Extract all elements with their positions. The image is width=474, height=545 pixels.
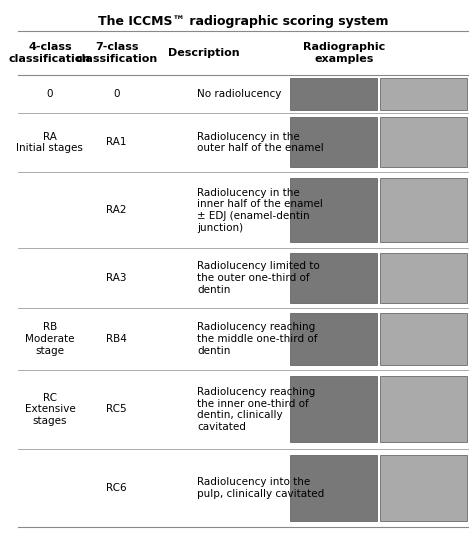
Text: Radiographic
examples: Radiographic examples	[303, 42, 385, 64]
Text: RA2: RA2	[106, 205, 127, 215]
Bar	[380, 253, 466, 303]
Bar	[380, 77, 466, 110]
Bar	[380, 117, 466, 167]
Text: RC6: RC6	[106, 483, 127, 493]
Text: Description: Description	[168, 48, 240, 58]
Text: Radiolucency in the
inner half of the enamel
± EDJ (enamel-dentin
junction): Radiolucency in the inner half of the en…	[197, 187, 323, 233]
Text: RB
Moderate
stage: RB Moderate stage	[25, 322, 74, 355]
Bar	[290, 313, 376, 365]
Text: RA
Initial stages: RA Initial stages	[17, 131, 83, 153]
Text: 0: 0	[113, 89, 120, 99]
Text: 7-class
classification: 7-class classification	[75, 42, 158, 64]
Bar	[290, 455, 376, 521]
Text: RB4: RB4	[106, 334, 127, 344]
Text: Radiolucency in the
outer half of the enamel: Radiolucency in the outer half of the en…	[197, 131, 324, 153]
Bar	[290, 178, 376, 242]
Text: Radiolucency limited to
the outer one-third of
dentin: Radiolucency limited to the outer one-th…	[197, 261, 319, 294]
Text: RC
Extensive
stages: RC Extensive stages	[25, 393, 75, 426]
Text: The ICCMS™ radiographic scoring system: The ICCMS™ radiographic scoring system	[98, 15, 388, 28]
Text: Radiolucency into the
pulp, clinically cavitated: Radiolucency into the pulp, clinically c…	[197, 477, 324, 499]
Text: RA1: RA1	[106, 137, 127, 147]
Bar	[380, 455, 466, 521]
Text: Radiolucency reaching
the inner one-third of
dentin, clinically
cavitated: Radiolucency reaching the inner one-thir…	[197, 387, 315, 432]
Bar	[290, 253, 376, 303]
Text: 0: 0	[46, 89, 53, 99]
Text: 4-class
classification: 4-class classification	[9, 42, 91, 64]
Bar	[290, 377, 376, 443]
Bar	[290, 117, 376, 167]
Text: RA3: RA3	[106, 273, 127, 283]
Text: No radiolucency: No radiolucency	[197, 89, 281, 99]
Text: RC5: RC5	[106, 404, 127, 414]
Bar	[380, 313, 466, 365]
Bar	[290, 77, 376, 110]
Text: Radiolucency reaching
the middle one-third of
dentin: Radiolucency reaching the middle one-thi…	[197, 322, 318, 355]
Bar	[380, 178, 466, 242]
Bar	[380, 377, 466, 443]
